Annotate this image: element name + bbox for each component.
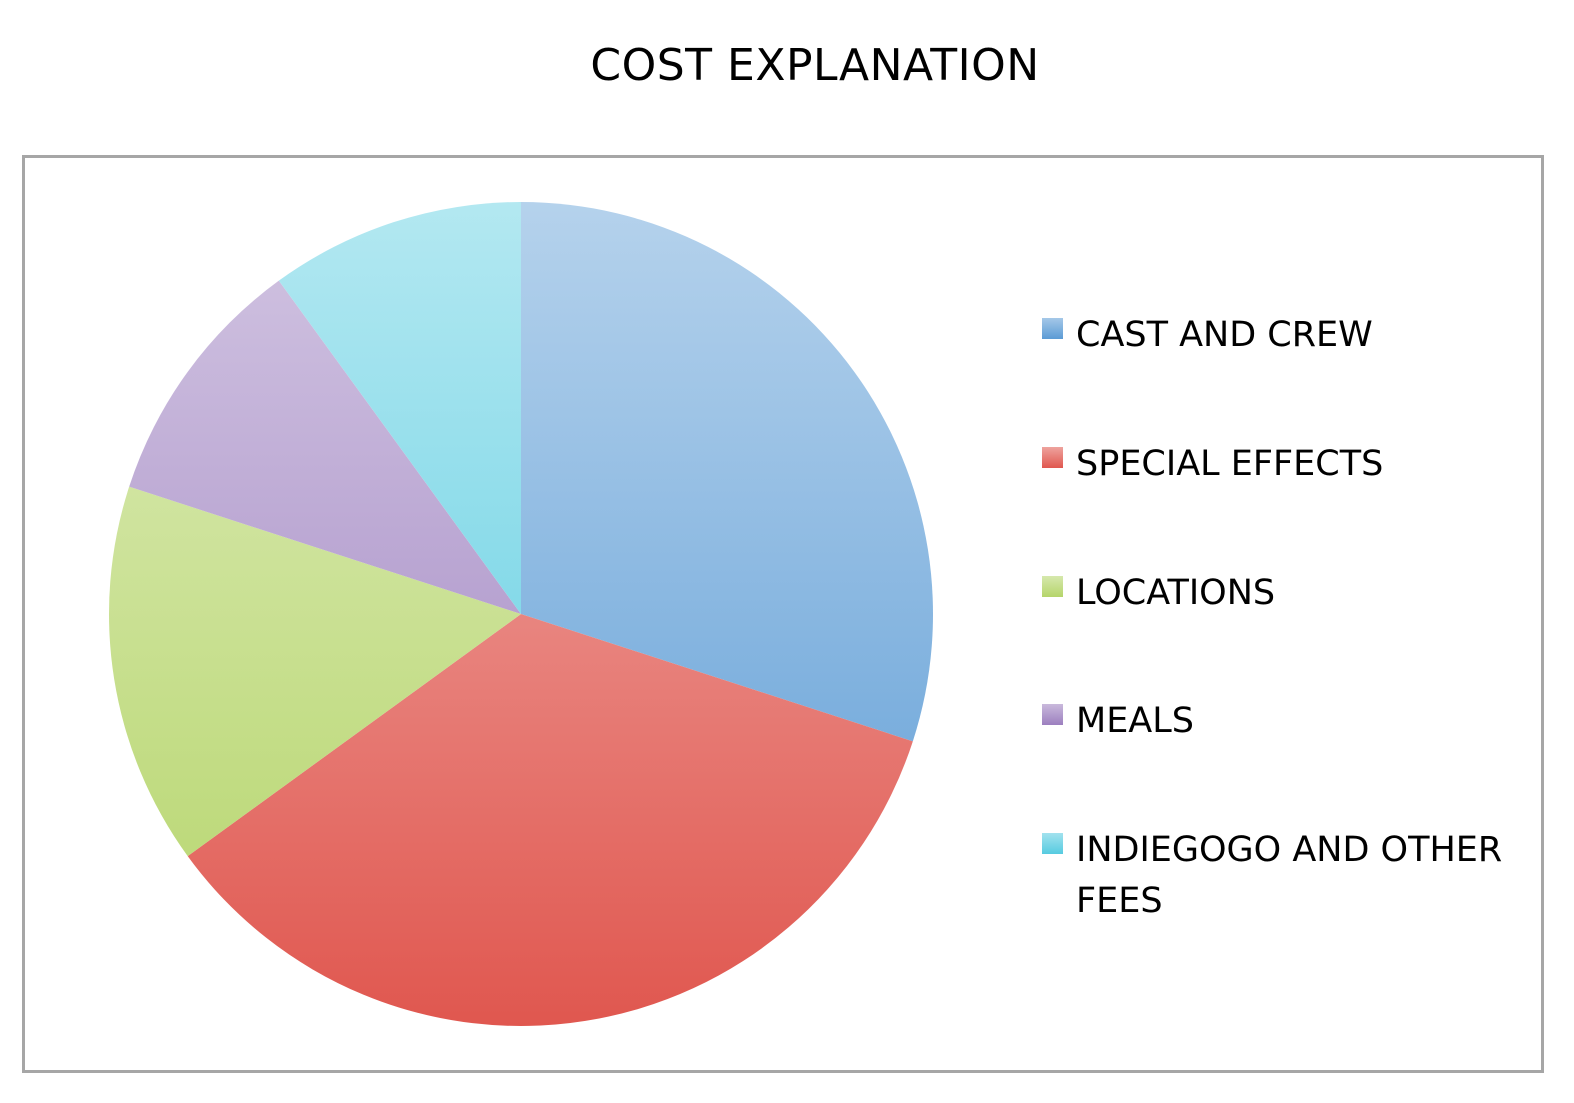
legend-swatch (1042, 447, 1063, 468)
pie-slice-cast-and-crew (521, 202, 933, 742)
legend-label: SPECIAL EFFECTS (1076, 444, 1384, 484)
legend-label: LOCATIONS (1076, 573, 1276, 613)
pie-slice-locations (109, 486, 521, 857)
legend-swatch (1042, 318, 1063, 339)
legend-swatch (1042, 576, 1063, 597)
legend-label: CAST AND CREW (1076, 315, 1373, 355)
legend-item-cast-and-crew: CAST AND CREW (1042, 310, 1516, 361)
pie-slice-special-effects (187, 614, 913, 1026)
chart-title: COST EXPLANATION (590, 40, 1040, 91)
legend-item-locations: LOCATIONS (1042, 568, 1516, 619)
legend-swatch (1042, 704, 1063, 725)
legend-label: MEALS (1076, 701, 1194, 741)
pie-slices (109, 202, 933, 1026)
legend-item-special-effects: SPECIAL EFFECTS (1042, 439, 1516, 490)
pie-slice-indiegogo-and-other-fees (278, 202, 521, 614)
legend-label: INDIEGOGO AND OTHER FEES (1076, 830, 1503, 921)
pie-slice-meals (129, 280, 521, 614)
legend-item-meals: MEALS (1042, 696, 1516, 747)
legend-swatch (1042, 833, 1063, 854)
legend-item-indiegogo-and-other-fees: INDIEGOGO AND OTHER FEES (1042, 825, 1516, 927)
